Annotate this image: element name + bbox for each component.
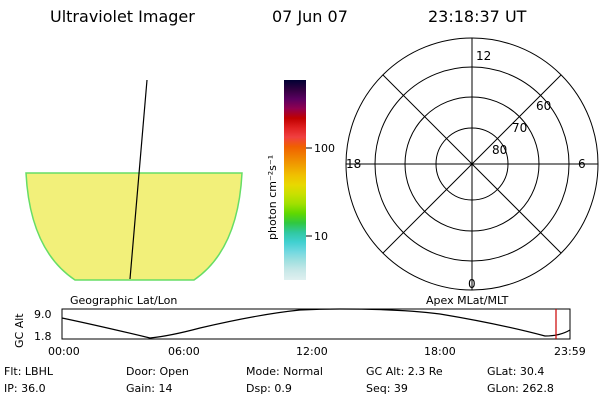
info-mode: Mode: Normal bbox=[246, 365, 323, 378]
colorbar-tick-100: 100 bbox=[314, 142, 335, 155]
timeline-x-1800: 18:00 bbox=[424, 345, 456, 358]
timeline-x-0600: 06:00 bbox=[168, 345, 200, 358]
instrument-title: Ultraviolet Imager bbox=[50, 7, 195, 26]
info-ip: IP: 36.0 bbox=[4, 382, 46, 395]
lat-label-60: 60 bbox=[536, 99, 551, 113]
colorbar bbox=[284, 80, 306, 280]
lat-label-70: 70 bbox=[512, 121, 527, 135]
info-dsp: Dsp: 0.9 bbox=[246, 382, 292, 395]
terminator-line bbox=[129, 79, 148, 280]
polar-caption: Apex MLat/MLT bbox=[426, 294, 509, 307]
info-seq: Seq: 39 bbox=[366, 382, 408, 395]
info-gain: Gain: 14 bbox=[126, 382, 173, 395]
timeline-x-1200: 12:00 bbox=[296, 345, 328, 358]
uv-image-panel bbox=[25, 79, 243, 281]
timeline-x-0000: 00:00 bbox=[48, 345, 80, 358]
info-flt: Flt: LBHL bbox=[4, 365, 53, 378]
time-label: 23:18:37 UT bbox=[428, 7, 527, 26]
timeline-ymin: 1.8 bbox=[34, 330, 52, 343]
info-door: Door: Open bbox=[126, 365, 189, 378]
timeline-axis-title: GC Alt bbox=[13, 313, 26, 348]
gc-alt-timeline: 9.0 1.8 00:00 06:00 12:00 18:00 23:59 bbox=[34, 308, 586, 358]
mlt-label-12: 12 bbox=[476, 49, 491, 63]
mlt-label-0: 0 bbox=[468, 277, 476, 291]
timeline-ymax: 9.0 bbox=[34, 308, 52, 321]
mlt-label-6: 6 bbox=[578, 157, 586, 171]
mlt-label-18: 18 bbox=[346, 157, 361, 171]
polar-plot: 12 18 6 0 60 70 80 bbox=[345, 37, 599, 291]
colorbar-tick-10: 10 bbox=[314, 230, 328, 243]
info-gc-alt: GC Alt: 2.3 Re bbox=[366, 365, 443, 378]
colorbar-ticks: 100 10 bbox=[306, 142, 335, 243]
date-label: 07 Jun 07 bbox=[272, 7, 348, 26]
lat-label-80: 80 bbox=[492, 143, 507, 157]
info-glon: GLon: 262.8 bbox=[487, 382, 554, 395]
timeline-x-2359: 23:59 bbox=[554, 345, 586, 358]
altitude-curve bbox=[61, 308, 571, 339]
info-glat: GLat: 30.4 bbox=[487, 365, 545, 378]
image-caption: Geographic Lat/Lon bbox=[70, 294, 178, 307]
